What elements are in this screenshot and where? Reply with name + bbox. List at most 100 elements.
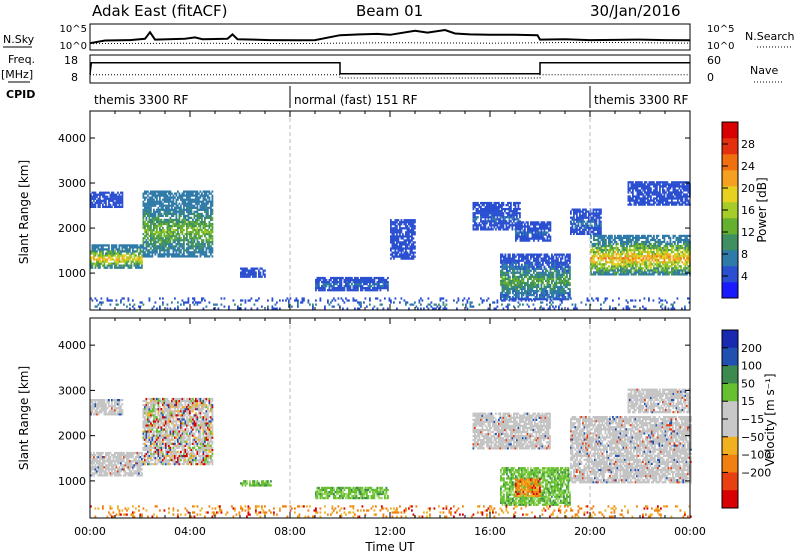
heatmap-cell [555,285,558,289]
heatmap-cell [123,264,125,267]
heatmap-cell [193,249,196,252]
heatmap-cell [138,260,140,263]
heatmap-cell [543,290,546,293]
heatmap-cell [636,240,639,244]
heatmap-cell [635,185,637,188]
heatmap-cell [501,269,504,272]
heatmap-cell [507,285,510,289]
heatmap-cell [91,246,94,249]
heatmap-cell [644,261,646,264]
heatmap-cell [558,255,561,258]
heatmap-cell [136,246,139,249]
heatmap-cell [126,262,128,265]
heatmap-cell [644,247,646,250]
heatmap-cell [144,190,146,193]
heatmap-cell [555,290,558,293]
heatmap-cell [174,222,176,226]
heatmap-cell [660,240,663,244]
heatmap-cell [408,237,410,240]
heatmap-cell [145,231,148,234]
heatmap-cell [411,237,413,240]
heatmap-cell [169,247,172,250]
heatmap-cell [647,244,649,248]
heatmap-cell [489,220,491,223]
heatmap-cell [645,240,648,244]
heatmap-cell [112,254,115,257]
heatmap-cell [174,208,176,211]
heatmap-cell [681,251,684,254]
heatmap-cell [605,244,607,248]
heatmap-cell [519,221,522,224]
heatmap-cell [549,283,552,287]
heatmap-cell [574,218,577,221]
heatmap-cell [623,267,625,270]
heatmap-cell [411,235,413,238]
heatmap-cell [671,261,673,264]
heatmap-cell [490,210,493,213]
heatmap-cell [331,285,334,288]
heatmap-cell [108,252,110,255]
heatmap-cell [540,273,543,277]
heatmap-cell [666,251,669,254]
heatmap-cell [671,244,673,248]
heatmap-cell [608,265,610,268]
heatmap-cell [528,298,531,301]
heatmap-cell [408,257,410,260]
heatmap-cell [327,289,329,292]
heatmap-cell [210,208,212,211]
heatmap-cell [480,214,482,217]
heatmap-cell [510,214,512,217]
heatmap-cell [657,247,660,250]
heatmap-cell [166,235,169,238]
heatmap-cell [361,289,364,292]
heatmap-cell [605,242,607,246]
heatmap-cell [315,281,317,284]
heatmap-cell [506,263,508,266]
heatmap-cell [184,218,187,222]
heatmap-cell [178,253,181,256]
heatmap-cell [147,233,149,236]
heatmap-cell [199,243,202,246]
heatmap-cell [501,273,504,277]
heatmap-cell [384,281,386,284]
heatmap-cell [394,239,397,242]
heatmap-cell [662,263,664,266]
heatmap-cell [480,206,482,209]
heatmap-cell [624,271,627,274]
heatmap-cell [343,289,346,292]
heatmap-cell [632,261,634,264]
heatmap-cell [591,257,594,260]
heatmap-cell [583,228,586,231]
heatmap-cell [477,226,479,229]
heatmap-cell [669,249,672,252]
heatmap-cell [168,210,170,213]
heatmap-cell [569,269,571,272]
heatmap-cell [496,201,499,205]
heatmap-cell [340,285,343,288]
heatmap-cell [533,298,535,301]
heatmap-cell [654,267,657,270]
heatmap-cell [641,251,643,254]
heatmap-cell [557,261,559,264]
heatmap-cell [382,287,385,290]
heatmap-cell [510,208,512,211]
heatmap-cell [504,253,507,256]
heatmap-cell [129,250,131,253]
heatmap-cell [540,275,543,279]
heatmap-cell [620,273,622,276]
heatmap-cell [151,216,154,220]
heatmap-cell [603,247,606,250]
heatmap-cell [501,271,504,274]
heatmap-cell [202,231,205,234]
heatmap-cell [105,199,107,202]
heatmap-cell [208,196,211,199]
heatmap-cell [210,206,212,209]
heatmap-cell [153,224,155,228]
heatmap-cell [193,233,196,236]
heatmap-cell [162,206,164,209]
heatmap-cell [555,271,558,274]
heatmap-cell [168,229,170,232]
heatmap-cell [593,236,595,240]
heatmap-cell [530,275,532,279]
heatmap-cell [600,269,603,272]
